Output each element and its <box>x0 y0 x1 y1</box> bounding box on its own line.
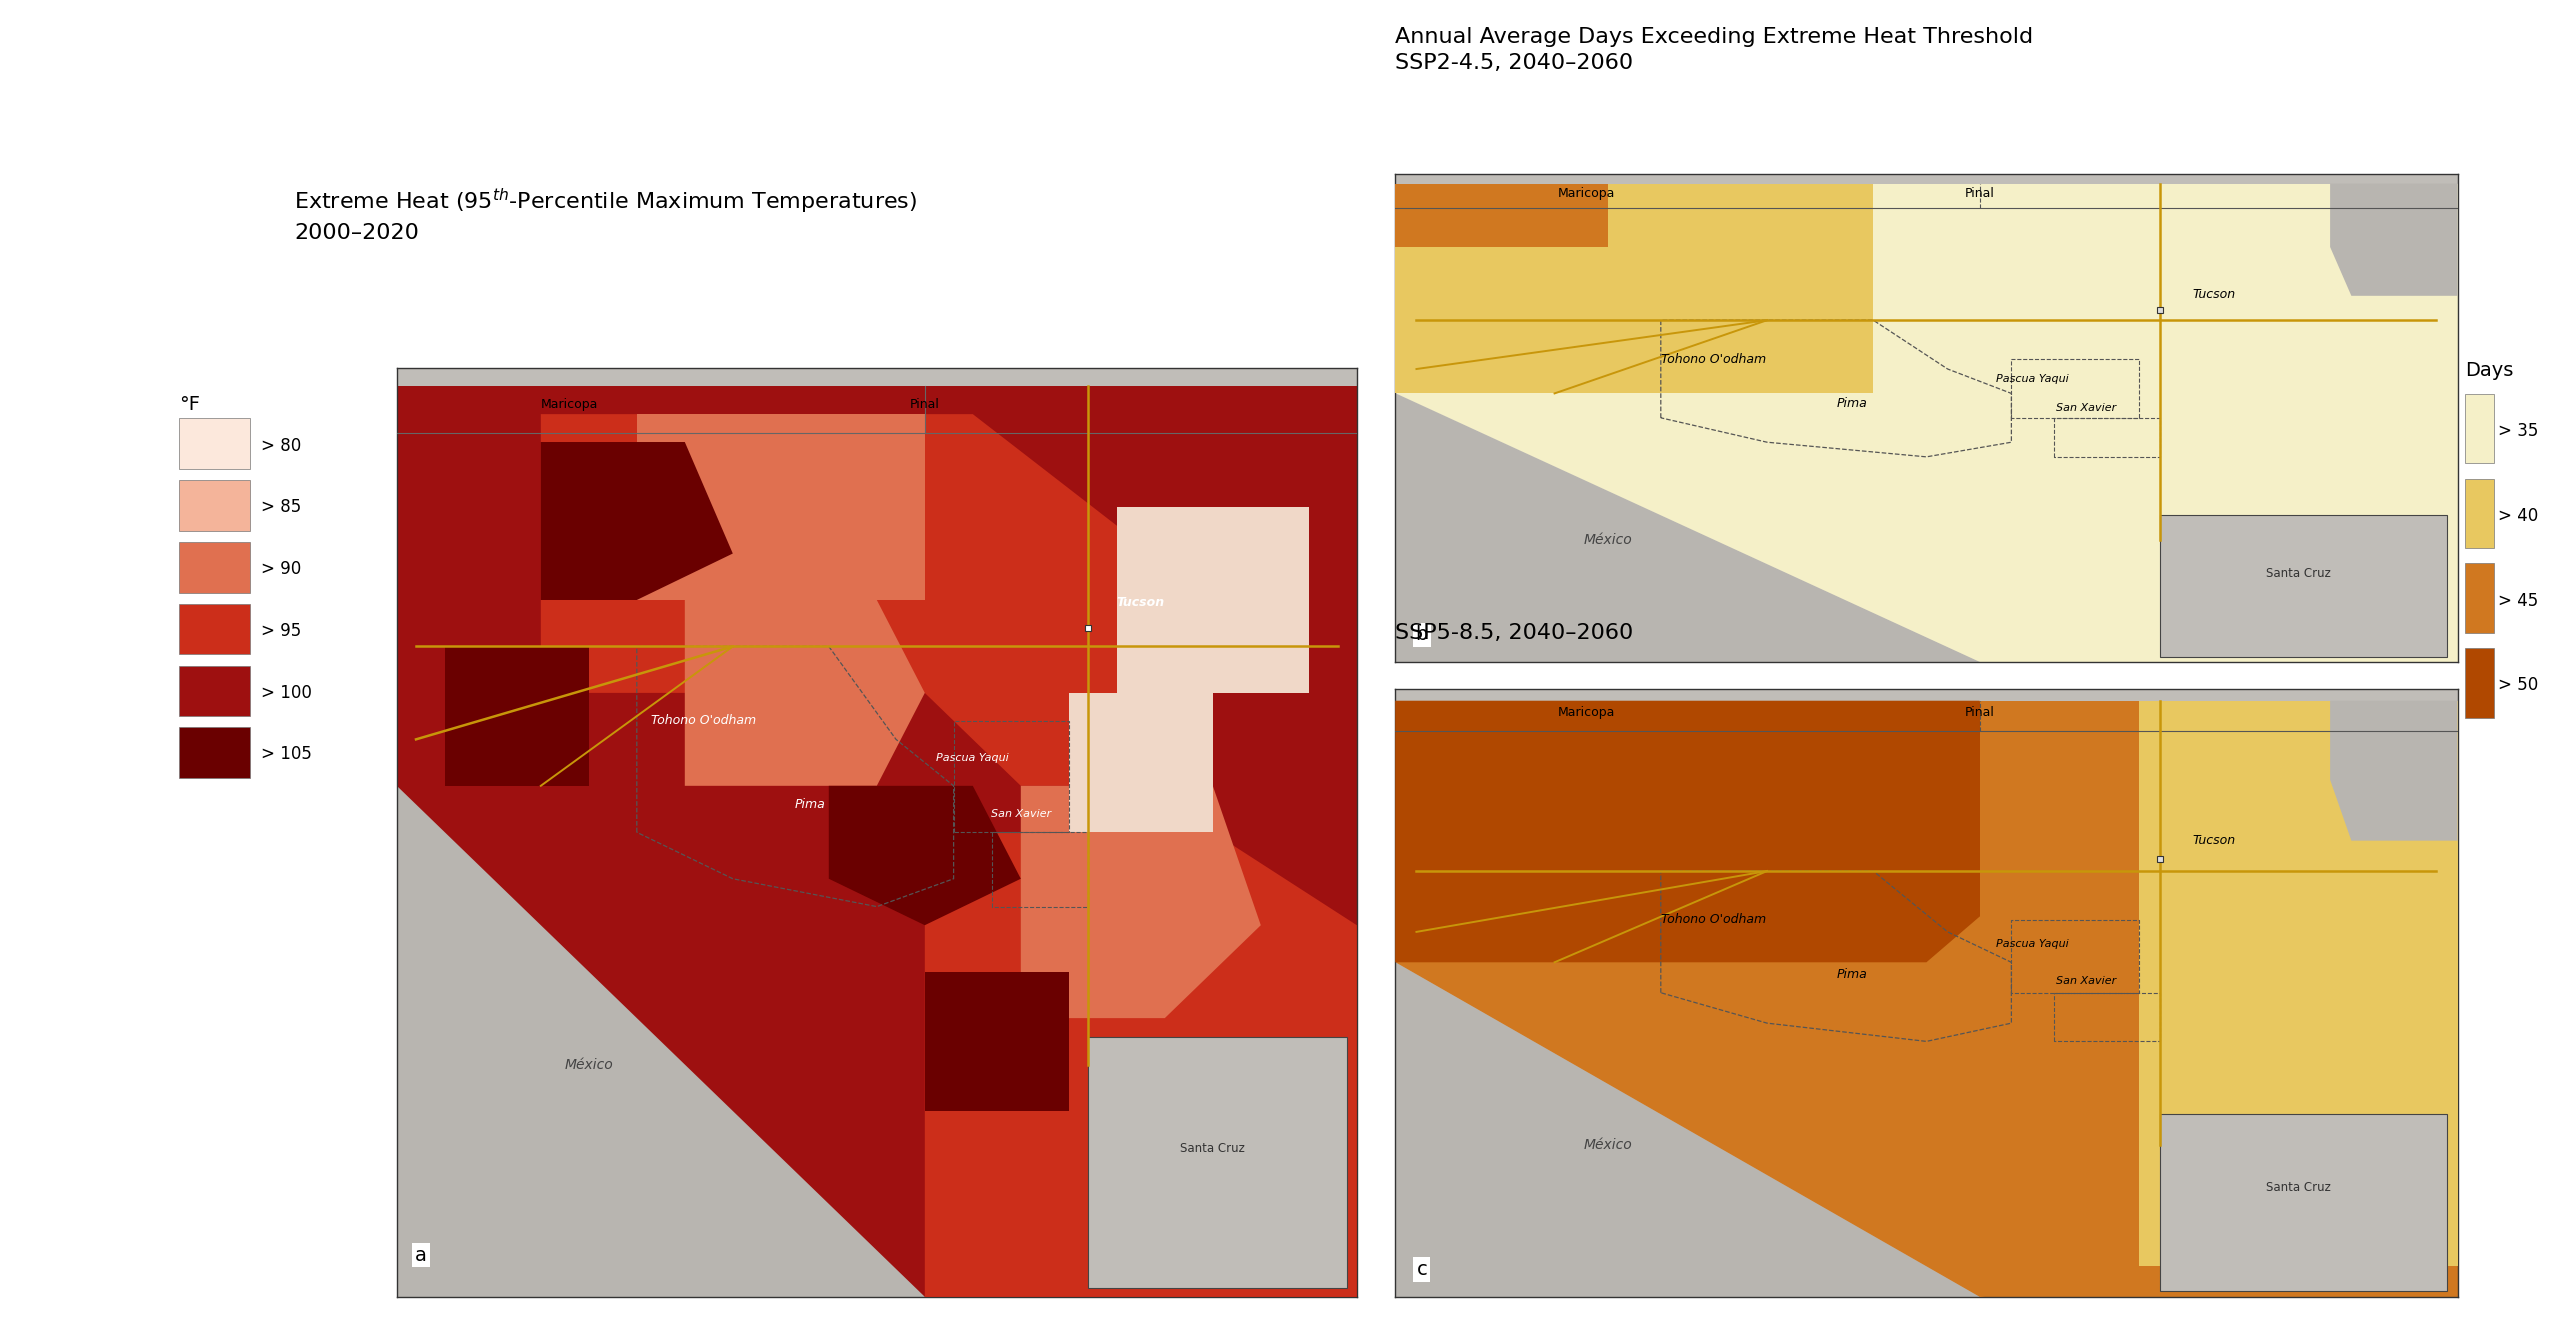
Text: México: México <box>1582 1138 1633 1151</box>
Polygon shape <box>637 414 924 600</box>
Text: Santa Cruz: Santa Cruz <box>2266 567 2330 580</box>
Text: Tohono O'odham: Tohono O'odham <box>1661 353 1766 366</box>
Polygon shape <box>2161 515 2447 656</box>
Bar <box>179 480 251 531</box>
Polygon shape <box>1979 701 2140 1297</box>
Polygon shape <box>1395 701 2033 963</box>
Text: Pascua Yaqui: Pascua Yaqui <box>937 753 1009 763</box>
Text: > 35: > 35 <box>2499 422 2540 440</box>
Text: > 85: > 85 <box>261 499 302 516</box>
Text: Extreme Heat (95$^{th}$-Percentile Maximum Temperatures)
2000–2020: Extreme Heat (95$^{th}$-Percentile Maxim… <box>294 187 916 243</box>
Text: Pascua Yaqui: Pascua Yaqui <box>1997 939 2068 949</box>
Text: > 80: > 80 <box>261 437 302 455</box>
Polygon shape <box>1395 183 1874 393</box>
Bar <box>179 541 251 592</box>
Text: Pinal: Pinal <box>1964 187 1994 199</box>
Polygon shape <box>1070 693 1213 832</box>
Polygon shape <box>1395 183 2458 662</box>
Text: °F: °F <box>179 396 200 414</box>
Text: > 40: > 40 <box>2499 507 2540 525</box>
Polygon shape <box>1021 786 1262 1019</box>
Text: Tucson: Tucson <box>2191 287 2235 301</box>
Text: b: b <box>1416 626 1428 644</box>
Text: SSP5-8.5, 2040–2060: SSP5-8.5, 2040–2060 <box>1395 623 1633 643</box>
Polygon shape <box>1116 507 1308 693</box>
Polygon shape <box>2330 183 2458 295</box>
Polygon shape <box>1395 183 1608 247</box>
Text: > 50: > 50 <box>2499 677 2540 694</box>
Polygon shape <box>686 600 924 786</box>
Text: Pinal: Pinal <box>1964 706 1994 719</box>
Text: San Xavier: San Xavier <box>991 809 1052 818</box>
Polygon shape <box>397 386 1357 1297</box>
Text: Tucson: Tucson <box>2191 834 2235 846</box>
Text: San Xavier: San Xavier <box>2056 976 2117 985</box>
Polygon shape <box>2161 1115 2447 1290</box>
Text: Pima: Pima <box>794 798 824 812</box>
Polygon shape <box>1088 1036 1347 1288</box>
Polygon shape <box>924 972 1070 1111</box>
Bar <box>179 727 251 778</box>
Bar <box>2465 648 2493 718</box>
Polygon shape <box>445 647 589 786</box>
Polygon shape <box>1395 963 1979 1297</box>
Bar <box>179 666 251 717</box>
Text: > 45: > 45 <box>2499 592 2540 610</box>
Polygon shape <box>397 786 924 1297</box>
Text: San Xavier: San Xavier <box>2056 402 2117 413</box>
Text: Santa Cruz: Santa Cruz <box>1180 1142 1244 1155</box>
Bar <box>2465 563 2493 632</box>
Text: México: México <box>563 1058 614 1071</box>
Polygon shape <box>2330 701 2458 841</box>
Text: c: c <box>1416 1259 1426 1280</box>
Text: México: México <box>1582 533 1633 547</box>
Text: a: a <box>415 1246 428 1265</box>
Text: Annual Average Days Exceeding Extreme Heat Threshold
SSP2-4.5, 2040–2060: Annual Average Days Exceeding Extreme He… <box>1395 27 2033 74</box>
Polygon shape <box>540 443 732 600</box>
Text: Santa Cruz: Santa Cruz <box>2266 1181 2330 1194</box>
Polygon shape <box>1395 701 2458 1297</box>
Text: Pima: Pima <box>1836 397 1866 409</box>
Bar <box>179 604 251 654</box>
Polygon shape <box>924 832 1357 1297</box>
Bar <box>2465 394 2493 464</box>
Text: Pascua Yaqui: Pascua Yaqui <box>1997 374 2068 384</box>
Text: Tohono O'odham: Tohono O'odham <box>1661 913 1766 927</box>
Text: Tucson: Tucson <box>1116 596 1165 610</box>
Text: Pima: Pima <box>1836 968 1866 981</box>
Text: Maricopa: Maricopa <box>540 398 599 412</box>
Bar <box>179 418 251 469</box>
Text: > 90: > 90 <box>261 560 302 578</box>
Text: Maricopa: Maricopa <box>1556 706 1615 719</box>
Polygon shape <box>2140 701 2458 1266</box>
Bar <box>2465 479 2493 548</box>
Polygon shape <box>1395 393 1979 662</box>
Text: Pinal: Pinal <box>909 398 940 412</box>
Text: > 100: > 100 <box>261 683 312 702</box>
Text: Tohono O'odham: Tohono O'odham <box>650 714 758 727</box>
Text: Maricopa: Maricopa <box>1556 187 1615 199</box>
Polygon shape <box>540 414 1213 786</box>
Text: Days: Days <box>2465 361 2514 380</box>
Text: > 95: > 95 <box>261 622 302 640</box>
Text: > 105: > 105 <box>261 746 312 763</box>
Polygon shape <box>829 786 1021 925</box>
Polygon shape <box>2191 779 2404 963</box>
